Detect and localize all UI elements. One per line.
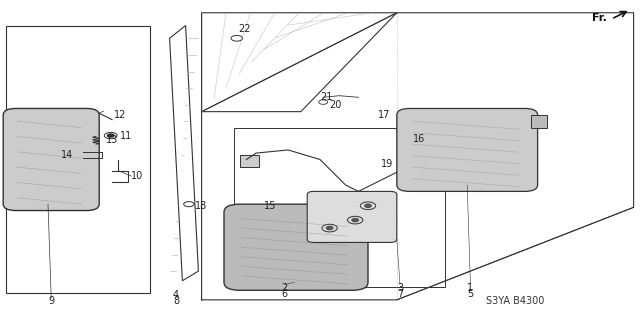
Text: 21: 21 [320,92,332,102]
Text: 5: 5 [467,289,474,299]
Text: Fr.: Fr. [592,12,607,23]
Circle shape [108,134,114,137]
Text: 8: 8 [173,296,179,307]
Circle shape [326,226,333,230]
Text: 3: 3 [397,283,403,293]
Text: 9: 9 [48,296,54,307]
Text: 14: 14 [61,150,74,160]
Text: 2: 2 [282,283,288,293]
Text: 19: 19 [381,159,393,169]
Text: 16: 16 [413,134,425,144]
Text: S3YA B4300: S3YA B4300 [486,296,545,307]
Text: 6: 6 [282,289,288,299]
FancyBboxPatch shape [307,191,397,242]
Text: 7: 7 [397,289,403,299]
Circle shape [365,204,371,207]
FancyBboxPatch shape [397,108,538,191]
Text: 13: 13 [106,135,118,145]
FancyBboxPatch shape [3,108,99,211]
Text: 12: 12 [114,110,126,121]
FancyBboxPatch shape [224,204,368,290]
Text: 17: 17 [378,110,390,120]
Text: 15: 15 [264,201,276,211]
Text: 20: 20 [330,100,342,110]
Text: 4: 4 [173,290,179,300]
Text: 22: 22 [238,24,251,34]
Bar [234,128,445,287]
Bar [6,26,150,293]
Text: 10: 10 [131,171,143,181]
Bar [531,115,547,128]
Bar [240,155,259,167]
Circle shape [352,219,358,222]
Text: 11: 11 [120,130,132,141]
Text: 18: 18 [195,201,207,211]
Text: 1: 1 [467,283,474,293]
